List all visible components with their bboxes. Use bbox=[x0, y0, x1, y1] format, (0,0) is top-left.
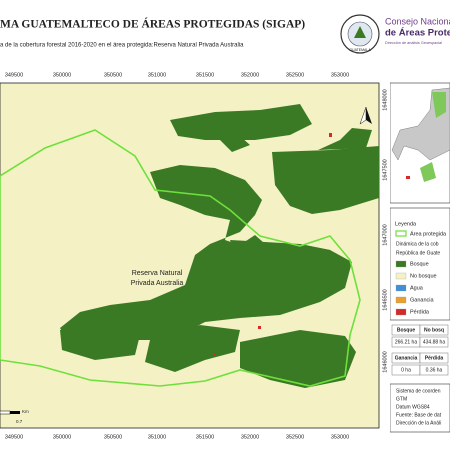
y-tick-label: 1648000 bbox=[382, 89, 388, 110]
legend-item: No bosque bbox=[410, 273, 437, 279]
area-label: Reserva Natural bbox=[132, 270, 183, 277]
note: Sistema de coorden bbox=[396, 388, 441, 394]
side-panel: Leyenda Área protegida Dinámica de la co… bbox=[390, 82, 450, 433]
note: GTM bbox=[396, 396, 407, 402]
x-tick-label: 350500 bbox=[104, 434, 122, 440]
x-tick-label: 350000 bbox=[53, 72, 71, 78]
note: Dirección de la Análi bbox=[396, 420, 441, 426]
legend-swatch bbox=[395, 284, 407, 292]
logo-line: Consejo Nacional bbox=[385, 16, 450, 26]
table-text: 266.21 ha bbox=[395, 339, 417, 345]
forest bbox=[60, 104, 379, 388]
x-tick-label: 351500 bbox=[196, 434, 214, 440]
x-tick-label: 352500 bbox=[286, 72, 304, 78]
legend-swatch bbox=[395, 308, 407, 316]
y-tick-label: 1647500 bbox=[382, 159, 388, 180]
scale-bar: Km 0.7 bbox=[0, 409, 29, 424]
inset-protected bbox=[432, 92, 446, 118]
legend-swatch bbox=[395, 296, 407, 304]
table-text: Bosque bbox=[397, 327, 416, 333]
legend-subtitle: República de Guate bbox=[396, 250, 440, 256]
map: Reserva Natural Privada Australia Km 0.7 bbox=[0, 82, 380, 429]
x-tick-label: 351000 bbox=[148, 434, 166, 440]
scale-unit: Km bbox=[22, 409, 29, 414]
x-tick-label: 350500 bbox=[104, 72, 122, 78]
table-text: Pérdida bbox=[425, 355, 444, 361]
x-tick-label: 352000 bbox=[241, 434, 259, 440]
x-tick-label: 353000 bbox=[331, 434, 349, 440]
x-tick-label: 352500 bbox=[286, 434, 304, 440]
table-cell bbox=[419, 364, 449, 376]
legend-swatch bbox=[395, 260, 407, 268]
table-text: Ganancia bbox=[395, 355, 418, 361]
inset-location bbox=[406, 176, 410, 179]
stats-table: Bosque No bosq 266.21 ha 434.88 ha Ganancia P… bbox=[391, 324, 449, 376]
loss-patches bbox=[214, 133, 332, 356]
legend-title: Leyenda bbox=[395, 221, 417, 227]
subtitle: a de la cobertura forestal 2016-2020 en … bbox=[0, 43, 244, 49]
x-tick-label: 351000 bbox=[148, 72, 166, 78]
legend-item: Agua bbox=[410, 285, 424, 291]
table-text: 0 ha bbox=[401, 367, 411, 373]
y-tick-label: 1646000 bbox=[382, 351, 388, 372]
legend-item: Ganancia bbox=[410, 297, 434, 303]
table-cell bbox=[419, 324, 449, 336]
table-text: No bosq bbox=[424, 327, 444, 333]
legend-subtitle: Dinámica de la cob bbox=[396, 241, 439, 247]
note: Fuente: Base de dat bbox=[396, 412, 442, 418]
logo-line: Dirección de análisis Geoespacial bbox=[385, 41, 442, 45]
y-tick-label: 1646500 bbox=[382, 289, 388, 310]
x-tick-label: 350000 bbox=[53, 434, 71, 440]
legend-item: Área protegida bbox=[410, 230, 447, 237]
x-tick-label: 353000 bbox=[331, 72, 349, 78]
seal-text: GUATEMALA bbox=[349, 48, 371, 52]
logo-line: de Áreas Protegi bbox=[385, 28, 450, 39]
table-text: 434.88 ha bbox=[423, 339, 445, 345]
legend-item: Bosque bbox=[410, 261, 429, 267]
note: Datum WGS84 bbox=[396, 404, 430, 410]
inset-protected bbox=[420, 162, 436, 182]
x-tick-label: 349500 bbox=[5, 72, 23, 78]
x-tick-label: 352000 bbox=[241, 72, 259, 78]
x-tick-label: 349500 bbox=[5, 434, 23, 440]
table-cell bbox=[419, 352, 449, 364]
scale-value: 0.7 bbox=[16, 419, 23, 424]
legend-item: Pérdida bbox=[410, 309, 430, 315]
area-label: Privada Australia bbox=[131, 280, 184, 287]
title: MA GUATEMALTECO DE ÁREAS PROTEGIDAS (SIG… bbox=[0, 17, 305, 31]
north-arrow bbox=[359, 106, 372, 125]
legend-swatch bbox=[395, 272, 407, 280]
y-tick-label: 1647000 bbox=[382, 224, 388, 245]
legend-outline bbox=[395, 230, 407, 237]
protected-area-outline bbox=[0, 129, 361, 387]
x-tick-label: 351500 bbox=[196, 72, 214, 78]
table-text: 0.36 ha bbox=[426, 367, 443, 373]
table-cell bbox=[419, 336, 449, 348]
logo: GUATEMALA Consejo Nacional de Áreas Prot… bbox=[340, 12, 450, 54]
